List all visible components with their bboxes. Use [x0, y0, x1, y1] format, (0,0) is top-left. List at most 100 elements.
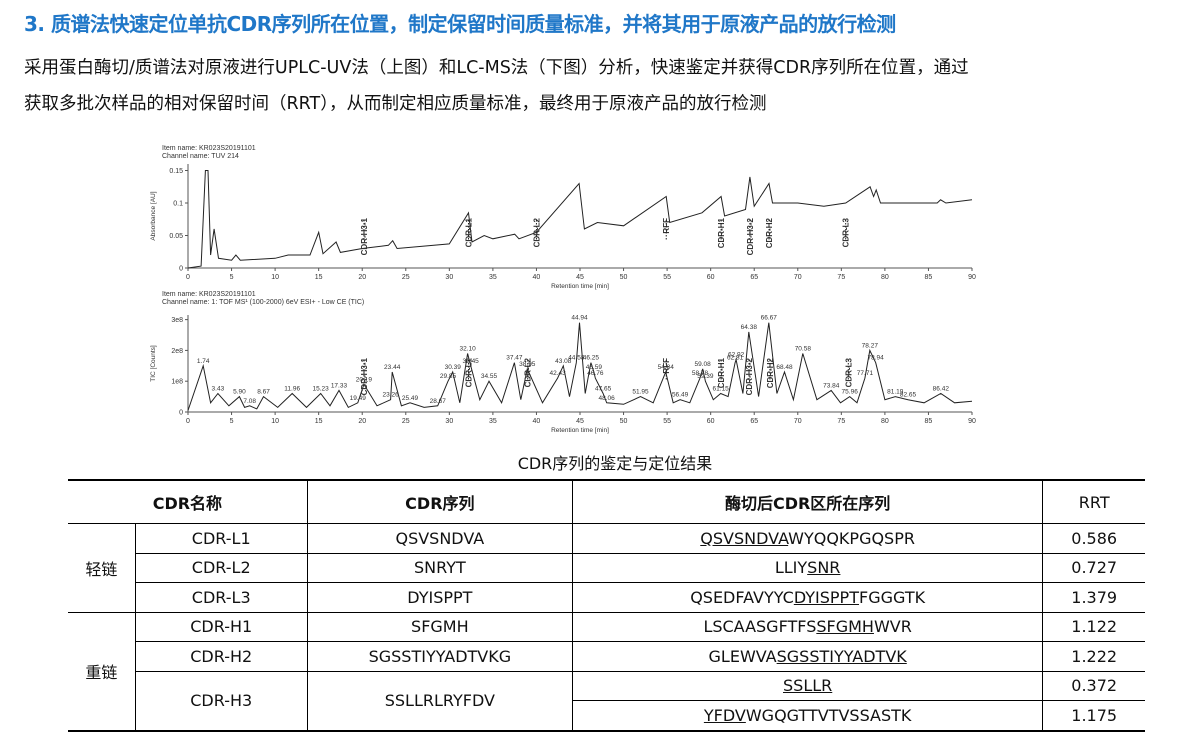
table-caption: CDR序列的鉴定与定位结果 — [517, 454, 713, 473]
peak-label: 23.26 — [382, 392, 399, 399]
title: 3. 质谱法快速定位单抗CDR序列所在位置，制定保留时间质量标准，并将其用于原液… — [24, 12, 896, 36]
peak-label: 5.90 — [233, 389, 246, 396]
rrt-cell: 0.727 — [1042, 552, 1145, 583]
cdr-name: CDR-H1 — [134, 611, 308, 642]
peak-label: 46.25 — [583, 355, 600, 362]
x-tick-label: 15 — [315, 274, 323, 281]
peak-label: 1.74 — [197, 358, 210, 365]
peak-label: 11.96 — [284, 386, 300, 393]
peak-label: 62.92 — [728, 352, 745, 359]
peak-label: 7.08 — [243, 398, 256, 405]
peak-label: 46.59 — [586, 364, 603, 371]
x-tick-label: 75 — [837, 418, 845, 425]
cdr-name: CDR-L2 — [135, 552, 308, 583]
region-cell: LLIYSNR — [571, 552, 1044, 583]
peak-label: 37.47 — [506, 355, 523, 362]
x-tick-label: 25 — [402, 274, 410, 281]
channel-name: Channel name: TUV 214 — [162, 153, 239, 160]
x-tick-label: 65 — [750, 274, 758, 281]
rrt-cell: 1.379 — [1042, 582, 1145, 613]
cdr-table: CDR名称 CDR序列 酶切后CDR区所在序列 RRT 轻链 CDR-L1 QSVSNDVA… — [68, 479, 1145, 732]
x-tick-label: 90 — [968, 418, 976, 425]
sequence-part: GLEWVA — [708, 646, 777, 666]
sequence-part: SNR — [807, 558, 841, 578]
y-tick-label: 1e8 — [171, 379, 183, 386]
table-row: 轻链 CDR-L1 QSVSNDVA QSVSNDVAWYQQKPGQSPR 0.586 — [68, 523, 1145, 613]
cdr-sequence: DYISPPT — [306, 582, 573, 613]
sequence-part: QSVSNDVA — [700, 528, 789, 548]
sequence-part: LSCAASGFTFS — [703, 617, 817, 637]
peak-label: 42.43 — [549, 370, 566, 377]
x-tick-label: 80 — [881, 418, 889, 425]
cdr-sequence: SNRYT — [306, 552, 573, 583]
region-cell: GLEWVASGSSTIYYADTVK — [571, 641, 1044, 672]
peak-label: 47.65 — [595, 386, 612, 393]
header-cell: CDR序列 — [306, 479, 573, 524]
cdr-sequence: SGSSTIYYADTVKG — [306, 641, 573, 672]
table-row: CDR-L3 DYISPPT QSEDFAVYYCDYISPPTFGGGTK 1.37… — [68, 582, 1145, 613]
peak-label: 17.33 — [331, 382, 348, 389]
x-tick-label: 20 — [358, 274, 366, 281]
x-tick-label: 35 — [489, 274, 497, 281]
x-tick-label: 25 — [402, 418, 410, 425]
peak-label: 3.43 — [212, 386, 225, 393]
sequence-part: SFGMH — [816, 617, 874, 637]
sequence-part: FGGGTK — [858, 587, 926, 607]
x-tick-label: 0 — [186, 274, 190, 281]
peak-label: 56.49 — [672, 392, 689, 399]
intro: 采用蛋白酶切/质谱法对原液进行UPLC-UV法（上图）和LC-MS法（下图）分析… — [24, 50, 969, 122]
x-tick-label: 40 — [533, 418, 541, 425]
y-tick-label: 0 — [179, 266, 183, 273]
region-cell: LSCAASGFTFSSFGMHWVR — [571, 611, 1044, 642]
header-cell: 酶切后CDR区所在序列 — [571, 479, 1044, 524]
cdr-sequence: SFGMH — [306, 611, 573, 642]
x-tick-label: 5 — [230, 418, 234, 425]
item-name: Item name: KR023S20191101 — [162, 145, 256, 152]
x-tick-label: 70 — [794, 274, 802, 281]
table-row: CDR-H2 SGSSTIYYADTVKG GLEWVASGSSTIYYADTVK 1… — [68, 641, 1145, 672]
table-row: CDR-L2 SNRYT LLIYSNR 0.727 — [68, 552, 1145, 583]
peak-label: 19.49 — [350, 395, 367, 402]
peak-label: 44.58 — [568, 355, 585, 362]
cdr-annotation: RFF — [662, 218, 671, 234]
peak-label: 25.49 — [402, 395, 419, 402]
x-tick-label: 55 — [663, 418, 671, 425]
table-row: CDR-H3 SSLLRLRYFDV SSLLR 0.372 — [68, 670, 1145, 731]
sequence-part: YFDV — [703, 705, 746, 725]
sequence-part: QSEDFAVYYC — [690, 587, 794, 607]
peak-label: 59.08 — [695, 361, 712, 368]
region-cell: QSEDFAVYYCDYISPPTFGGGTK — [571, 582, 1044, 613]
peak-label: 58.78 — [692, 370, 709, 377]
table-row: 重链 CDR-H1 SFGMH LSCAASGFTFSSFGMHWVR 1.122 — [68, 611, 1145, 731]
cdr-annotation: RFF — [662, 358, 671, 374]
x-tick-label: 0 — [186, 418, 190, 425]
x-tick-label: 65 — [750, 418, 758, 425]
x-tick-label: 30 — [445, 274, 453, 281]
peak-label: 78.27 — [862, 342, 879, 349]
y-tick-label: 3e8 — [171, 317, 183, 324]
chain-cell: 轻链 — [68, 523, 136, 613]
region-cell: SSLLR — [571, 670, 1044, 701]
peak-label: 73.84 — [823, 382, 840, 389]
header-cell: CDR名称 — [68, 479, 308, 524]
peak-label: 15.23 — [313, 386, 330, 393]
sequence-part: WGQGTTVTVSSASTK — [745, 705, 912, 725]
y-tick-label: 0.05 — [169, 233, 183, 240]
y-tick-label: 0.15 — [169, 168, 183, 175]
peak-label: 64.38 — [741, 324, 758, 331]
peak-label: 28.67 — [430, 398, 447, 405]
x-tick-label: 20 — [358, 418, 366, 425]
sequence-part: SSLLR — [783, 676, 833, 696]
sequence-part: WVR — [873, 617, 912, 637]
x-tick-label: 40 — [533, 274, 541, 281]
cdr-name: CDR-H2 — [135, 641, 308, 672]
peak-label: 8.67 — [257, 389, 270, 396]
sequence-part: LLIY — [774, 558, 808, 578]
peak-label: 32.45 — [463, 358, 480, 365]
y-tick-label: 0.1 — [173, 201, 183, 208]
header-row: CDR名称 CDR序列 酶切后CDR区所在序列 RRT — [68, 479, 1145, 524]
cdr-name: CDR-L3 — [135, 582, 308, 613]
x-tick-label: 80 — [881, 274, 889, 281]
peak-label: 34.55 — [481, 373, 498, 380]
